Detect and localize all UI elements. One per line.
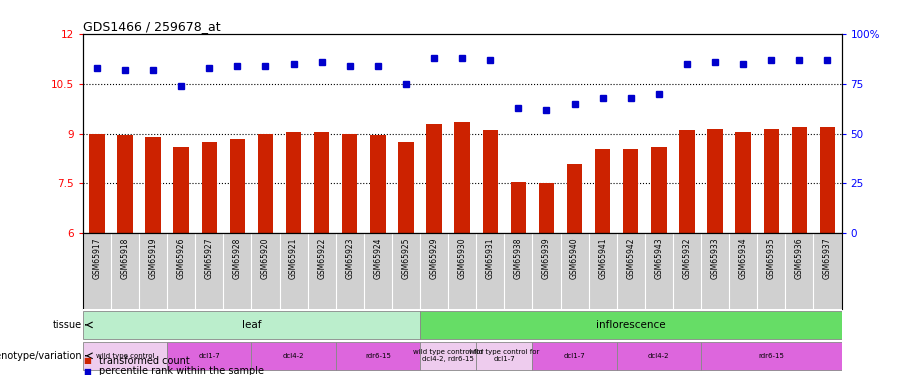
Text: rdr6-15: rdr6-15	[759, 353, 784, 359]
Text: GSM65943: GSM65943	[654, 237, 663, 279]
Text: GSM65924: GSM65924	[374, 237, 382, 279]
Text: dcl4-2: dcl4-2	[648, 353, 670, 359]
Bar	[533, 342, 616, 370]
Bar	[427, 124, 442, 233]
Text: GDS1466 / 259678_at: GDS1466 / 259678_at	[83, 20, 220, 33]
Bar	[482, 130, 498, 233]
Bar	[230, 139, 245, 233]
Text: dcl4-2: dcl4-2	[283, 353, 304, 359]
Bar	[251, 342, 336, 370]
Bar	[420, 311, 842, 339]
Text: GSM65937: GSM65937	[823, 237, 832, 279]
Bar	[454, 122, 470, 233]
Text: GSM65934: GSM65934	[739, 237, 748, 279]
Text: GSM65939: GSM65939	[542, 237, 551, 279]
Text: GSM65931: GSM65931	[486, 237, 495, 279]
Text: GSM65922: GSM65922	[317, 237, 326, 279]
Bar	[680, 130, 695, 233]
Bar	[707, 129, 723, 233]
Text: GSM65921: GSM65921	[289, 237, 298, 279]
Text: GSM65918: GSM65918	[121, 237, 130, 279]
Bar	[117, 135, 132, 233]
Text: GSM65942: GSM65942	[626, 237, 635, 279]
Text: ■: ■	[83, 356, 91, 365]
Bar	[342, 134, 357, 233]
Text: GSM65923: GSM65923	[346, 237, 355, 279]
Bar	[89, 134, 104, 233]
Text: ■: ■	[83, 367, 91, 375]
Bar	[763, 129, 779, 233]
Bar	[510, 182, 526, 233]
Text: GSM65936: GSM65936	[795, 237, 804, 279]
Bar	[476, 342, 533, 370]
Bar	[616, 342, 701, 370]
Text: wild type control for
dcl4-2, rdr6-15: wild type control for dcl4-2, rdr6-15	[413, 349, 483, 362]
Text: GSM65933: GSM65933	[711, 237, 720, 279]
Text: GSM65941: GSM65941	[598, 237, 608, 279]
Text: GSM65920: GSM65920	[261, 237, 270, 279]
Bar	[701, 342, 842, 370]
Bar	[167, 342, 251, 370]
Bar	[202, 142, 217, 233]
Text: transformed count: transformed count	[99, 356, 190, 366]
Text: dcl1-7: dcl1-7	[563, 353, 585, 359]
Bar	[83, 342, 167, 370]
Text: GSM65932: GSM65932	[682, 237, 691, 279]
Text: genotype/variation: genotype/variation	[0, 351, 82, 361]
Bar	[398, 142, 414, 233]
Bar	[623, 148, 638, 233]
Text: leaf: leaf	[241, 320, 261, 330]
Text: tissue: tissue	[53, 320, 82, 330]
Bar	[735, 132, 751, 233]
Text: GSM65935: GSM65935	[767, 237, 776, 279]
Text: GSM65940: GSM65940	[570, 237, 579, 279]
Text: dcl1-7: dcl1-7	[198, 353, 220, 359]
Text: GSM65927: GSM65927	[205, 237, 214, 279]
Text: wild type control for
dcl1-7: wild type control for dcl1-7	[469, 349, 539, 362]
Bar	[174, 147, 189, 233]
Bar	[370, 135, 385, 233]
Text: GSM65917: GSM65917	[93, 237, 102, 279]
Text: GSM65929: GSM65929	[429, 237, 438, 279]
Text: GSM65928: GSM65928	[233, 237, 242, 279]
Bar	[420, 342, 476, 370]
Bar	[314, 132, 329, 233]
Bar	[820, 127, 835, 233]
Bar	[595, 148, 610, 233]
Bar	[257, 134, 274, 233]
Bar	[539, 183, 554, 233]
Text: GSM65926: GSM65926	[176, 237, 185, 279]
Bar	[792, 127, 807, 233]
Bar	[145, 137, 161, 233]
Text: rdr6-15: rdr6-15	[364, 353, 391, 359]
Bar	[286, 132, 302, 233]
Text: wild type control: wild type control	[95, 353, 154, 359]
Text: GSM65938: GSM65938	[514, 237, 523, 279]
Text: GSM65930: GSM65930	[457, 237, 466, 279]
Text: GSM65919: GSM65919	[148, 237, 157, 279]
Bar	[336, 342, 420, 370]
Text: inflorescence: inflorescence	[596, 320, 666, 330]
Text: percentile rank within the sample: percentile rank within the sample	[99, 366, 264, 375]
Bar	[567, 164, 582, 233]
Text: GSM65925: GSM65925	[401, 237, 410, 279]
Bar	[83, 311, 420, 339]
Bar	[651, 147, 667, 233]
